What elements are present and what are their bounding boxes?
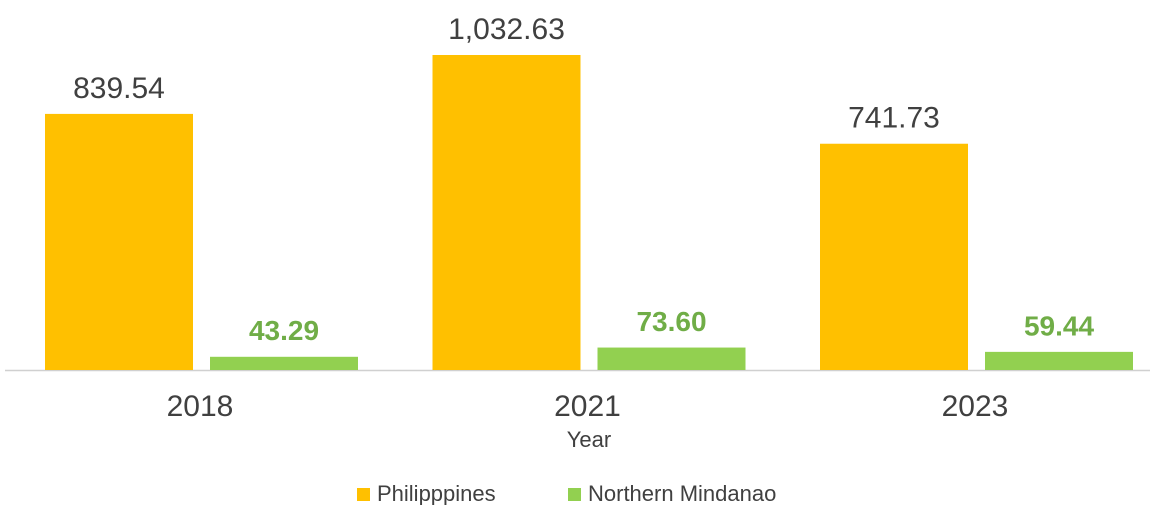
value-label: 73.60 bbox=[636, 306, 706, 337]
bar bbox=[597, 347, 746, 370]
bar bbox=[210, 356, 358, 370]
bar bbox=[985, 351, 1133, 370]
bar bbox=[820, 143, 968, 370]
x-tick-label: 2021 bbox=[554, 390, 621, 423]
legend-label: Philipppines bbox=[377, 481, 496, 505]
value-label: 1,032.63 bbox=[448, 13, 565, 46]
legend-label: Northern Mindanao bbox=[588, 481, 776, 505]
x-axis-title: Year bbox=[567, 427, 611, 452]
value-label: 741.73 bbox=[848, 102, 940, 135]
value-label: 59.44 bbox=[1024, 310, 1094, 341]
x-tick-label: 2018 bbox=[167, 390, 234, 423]
legend-swatch bbox=[357, 488, 370, 501]
value-label: 839.54 bbox=[73, 72, 165, 105]
value-label: 43.29 bbox=[249, 315, 319, 346]
bar bbox=[432, 55, 581, 370]
bar bbox=[45, 113, 193, 370]
legend-swatch bbox=[568, 488, 581, 501]
x-tick-label: 2023 bbox=[942, 390, 1009, 423]
